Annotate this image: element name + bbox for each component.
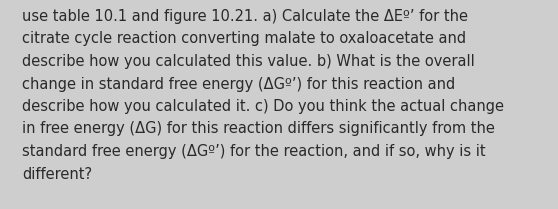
Text: standard free energy (ΔGº’) for the reaction, and if so, why is it: standard free energy (ΔGº’) for the reac…	[22, 144, 485, 159]
Text: describe how you calculated this value. b) What is the overall: describe how you calculated this value. …	[22, 54, 475, 69]
Text: use table 10.1 and figure 10.21. a) Calculate the ΔEº’ for the: use table 10.1 and figure 10.21. a) Calc…	[22, 9, 468, 24]
Text: change in standard free energy (ΔGº’) for this reaction and: change in standard free energy (ΔGº’) fo…	[22, 76, 455, 92]
Text: citrate cycle reaction converting malate to oxaloacetate and: citrate cycle reaction converting malate…	[22, 32, 466, 46]
Text: in free energy (ΔG) for this reaction differs significantly from the: in free energy (ΔG) for this reaction di…	[22, 121, 495, 136]
Text: different?: different?	[22, 167, 92, 181]
Text: describe how you calculated it. c) Do you think the actual change: describe how you calculated it. c) Do yo…	[22, 99, 504, 114]
